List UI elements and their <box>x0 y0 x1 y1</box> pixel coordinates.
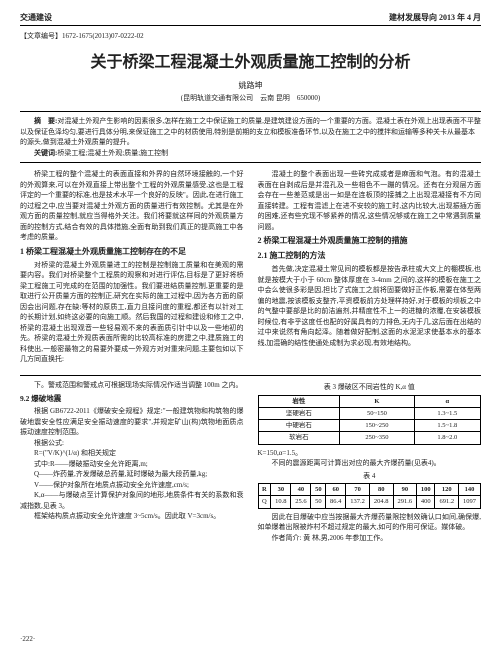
keywords-text: 桥梁工程;混凝土外观;质量;施工控制 <box>57 149 168 157</box>
formula-4: V——保护对象所在地质点振动安全允许速度,cm/s; <box>20 480 244 491</box>
t4-c: 25.6 <box>291 496 311 508</box>
t3-c: 1.5~1.8 <box>414 420 480 432</box>
abstract-label: 摘 要: <box>34 117 57 125</box>
t4-c: 10.8 <box>271 496 291 508</box>
t3-h2: α <box>414 396 480 408</box>
abstract-box: 摘 要:对混凝土外观产生影响的因素很多,怎样在施工之中保证施工的质量,是建筑建设… <box>20 111 481 163</box>
author-bio: 作者简介: 黄 林,男,2006 年参加工作。 <box>258 533 482 544</box>
formula-3: Q——炸药量,齐发爆破总药量,延时爆破为最大段药量,kg; <box>20 469 244 480</box>
table-3-caption: 表 3 爆破区不同岩性的 K,α 值 <box>258 383 482 393</box>
page-number: ·222· <box>20 635 35 645</box>
t3-h0: 岩性 <box>258 396 340 408</box>
t3-c: 1.8~2.0 <box>414 432 480 444</box>
body-p1: 桥梁工程的整个混凝土的表面直接和外界的自然环境接触的,一个好的外观算来,可以在外… <box>20 169 244 243</box>
header-right: 建材发展导向 2013 年 4 月 <box>389 12 481 23</box>
t4-h: 60 <box>326 484 346 496</box>
formula-1: R=("V/K)^(1/α) 和相关规定 <box>20 448 244 459</box>
article-id: 【文章编号】1672-1675(2013)07-0222-02 <box>20 32 481 42</box>
body-p2: 对桥梁的混凝土外观质量进工的控制是控制施工质量和在美观的需要内容。我们对桥梁整个… <box>20 260 244 365</box>
bottom-p4: K=150,α=1.5。 <box>258 448 482 459</box>
t4-h: R <box>258 484 271 496</box>
bottom-p0: 下。警戒范围和警戒点可根据现场实际情况作适当调整 100m 之内。 <box>20 380 244 391</box>
t4-h: 50 <box>311 484 326 496</box>
t3-h1: K <box>340 396 414 408</box>
author: 姚路坤 <box>20 80 481 91</box>
bottom-p1: 根据 GB6722-2011《爆破安全规程》规定:"一般建筑物和构筑物的爆破地震… <box>20 406 244 438</box>
section-divider <box>20 375 481 376</box>
t4-h: 100 <box>417 484 435 496</box>
t4-c: 86.4 <box>326 496 346 508</box>
table-4-caption: 表 4 <box>258 472 482 482</box>
t4-c: 691.2 <box>435 496 459 508</box>
body-columns: 桥梁工程的整个混凝土的表面直接和外界的自然环境接触的,一个好的外观算来,可以在外… <box>20 169 481 369</box>
t4-c: 204.8 <box>369 496 393 508</box>
t4-h: 80 <box>369 484 393 496</box>
t4-h: 90 <box>393 484 417 496</box>
t3-c: 150~250 <box>340 420 414 432</box>
header-left: 交通建设 <box>20 12 52 23</box>
section-9-2-heading: 9.2 爆破地震 <box>20 393 244 404</box>
bottom-p5: 不同的震源距离可计算出对应的最大齐爆药量(见表4)。 <box>258 458 482 469</box>
t4-c: 137.2 <box>346 496 370 508</box>
table-3: 表 3 爆破区不同岩性的 K,α 值 岩性 K α 坚硬岩石50~1501.3~… <box>258 383 482 444</box>
section-2-1-heading: 2.1 施工控制的方法 <box>258 250 482 262</box>
bottom-p3: 框架结构质点振动安全允许速度 3~5cm/s。因此取 V=3cm/s。 <box>20 511 244 522</box>
affiliation: (昆明轨道交通有限公司 云南 昆明 650000) <box>20 94 481 104</box>
t4-h: 30 <box>271 484 291 496</box>
bottom-columns: 下。警戒范围和警戒点可根据现场实际情况作适当调整 100m 之内。 9.2 爆破… <box>20 380 481 543</box>
t4-c: Q <box>258 496 271 508</box>
table-4: 表 4 R 30 40 50 60 70 80 90 100 120 140 Q… <box>258 472 482 509</box>
article-title: 关于桥梁工程混凝土外观质量施工控制的分析 <box>20 52 481 74</box>
abstract-text: 对混凝土外观产生影响的因素很多,怎样在施工之中保证施工的质量,是建筑建设方面的一… <box>20 117 481 146</box>
t4-c: 1097 <box>459 496 481 508</box>
t3-c: 250~350 <box>340 432 414 444</box>
t4-c: 50 <box>311 496 326 508</box>
t3-c: 坚硬岩石 <box>258 408 340 420</box>
bottom-p6: 因此在目爆破中应当按据最大齐爆药量限控制效确认口如间,确保爆,如单爆着出限被炸村… <box>258 512 482 533</box>
t3-c: 中硬岩石 <box>258 420 340 432</box>
body-p3: 混凝土的整个表面出现一些砖究成或者是麻面和气泡。有的混凝土表面在自剥成后是并混孔… <box>258 169 482 232</box>
t4-h: 40 <box>291 484 311 496</box>
section-2-heading: 2 桥梁工程混凝土外观质量施工控制的措施 <box>258 235 482 247</box>
formula-2: 式中:R——爆破振动安全允许距离,m; <box>20 459 244 470</box>
t4-h: 140 <box>459 484 481 496</box>
formula-5: K,α——与爆破点至计算保护对象间的地形,地质条件有关的系数和衰减指数,见表 3… <box>20 490 244 511</box>
t3-c: 1.3~1.5 <box>414 408 480 420</box>
bottom-p2: 根据公式: <box>20 438 244 449</box>
t4-c: 291.6 <box>393 496 417 508</box>
t3-c: 50~150 <box>340 408 414 420</box>
t4-h: 70 <box>346 484 370 496</box>
t4-c: 400 <box>417 496 435 508</box>
t3-c: 软岩石 <box>258 432 340 444</box>
section-1-heading: 1 桥梁工程混凝土外观质量施工控制存在的不足 <box>20 246 244 258</box>
t4-h: 120 <box>435 484 459 496</box>
keywords-label: 关键词: <box>34 149 57 157</box>
body-p4: 首先做,决定混凝土常见间的模板都是按告承柱或大文上的棚模板,也就是按模大于小于 … <box>258 264 482 348</box>
